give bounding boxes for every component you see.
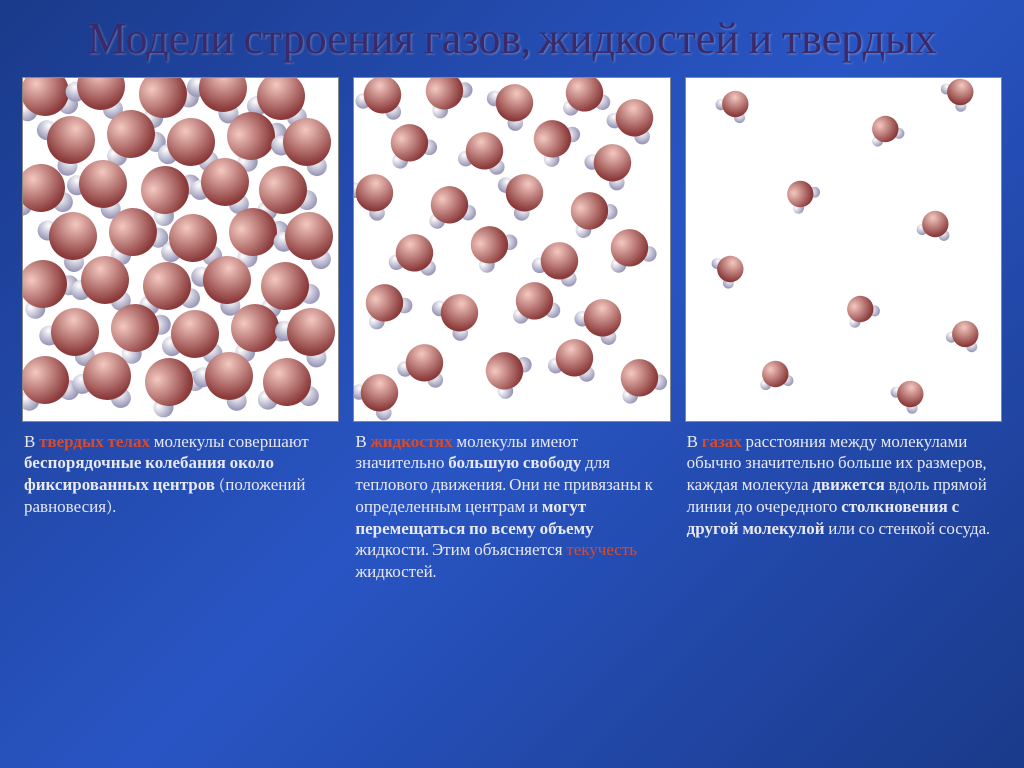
caption-gas: В газах расстояния между молекулами обыч…: [685, 422, 1002, 541]
water-molecule-icon: [924, 77, 997, 136]
diagram-solid: [22, 77, 339, 422]
water-molecule-icon: [849, 96, 922, 173]
water-molecule-icon: [221, 322, 339, 422]
water-molecule-icon: [764, 161, 837, 238]
diagram-liquid: [353, 77, 670, 422]
water-molecule-icon: [739, 341, 812, 418]
water-molecule-icon: [824, 276, 897, 353]
panel-solid: В твердых телах молекулы совершают беспо…: [22, 77, 339, 584]
panel-gas: В газах расстояния между молекулами обыч…: [685, 77, 1002, 584]
caption-liquid: В жидкостях молекулы имеют значительно б…: [353, 422, 670, 584]
water-molecule-icon: [874, 361, 947, 421]
water-molecule-icon: [588, 331, 671, 421]
water-molecule-icon: [899, 191, 972, 268]
water-molecule-icon: [353, 346, 430, 421]
panel-liquid: В жидкостях молекулы имеют значительно б…: [353, 77, 670, 584]
water-molecule-icon: [699, 77, 772, 148]
page-title: Модели строения газов, жидкостей и тверд…: [0, 0, 1024, 71]
panels-row: В твердых телах молекулы совершают беспо…: [0, 71, 1024, 584]
water-molecule-icon: [694, 236, 767, 313]
diagram-gas: [685, 77, 1002, 422]
caption-solid: В твердых телах молекулы совершают беспо…: [22, 422, 339, 519]
